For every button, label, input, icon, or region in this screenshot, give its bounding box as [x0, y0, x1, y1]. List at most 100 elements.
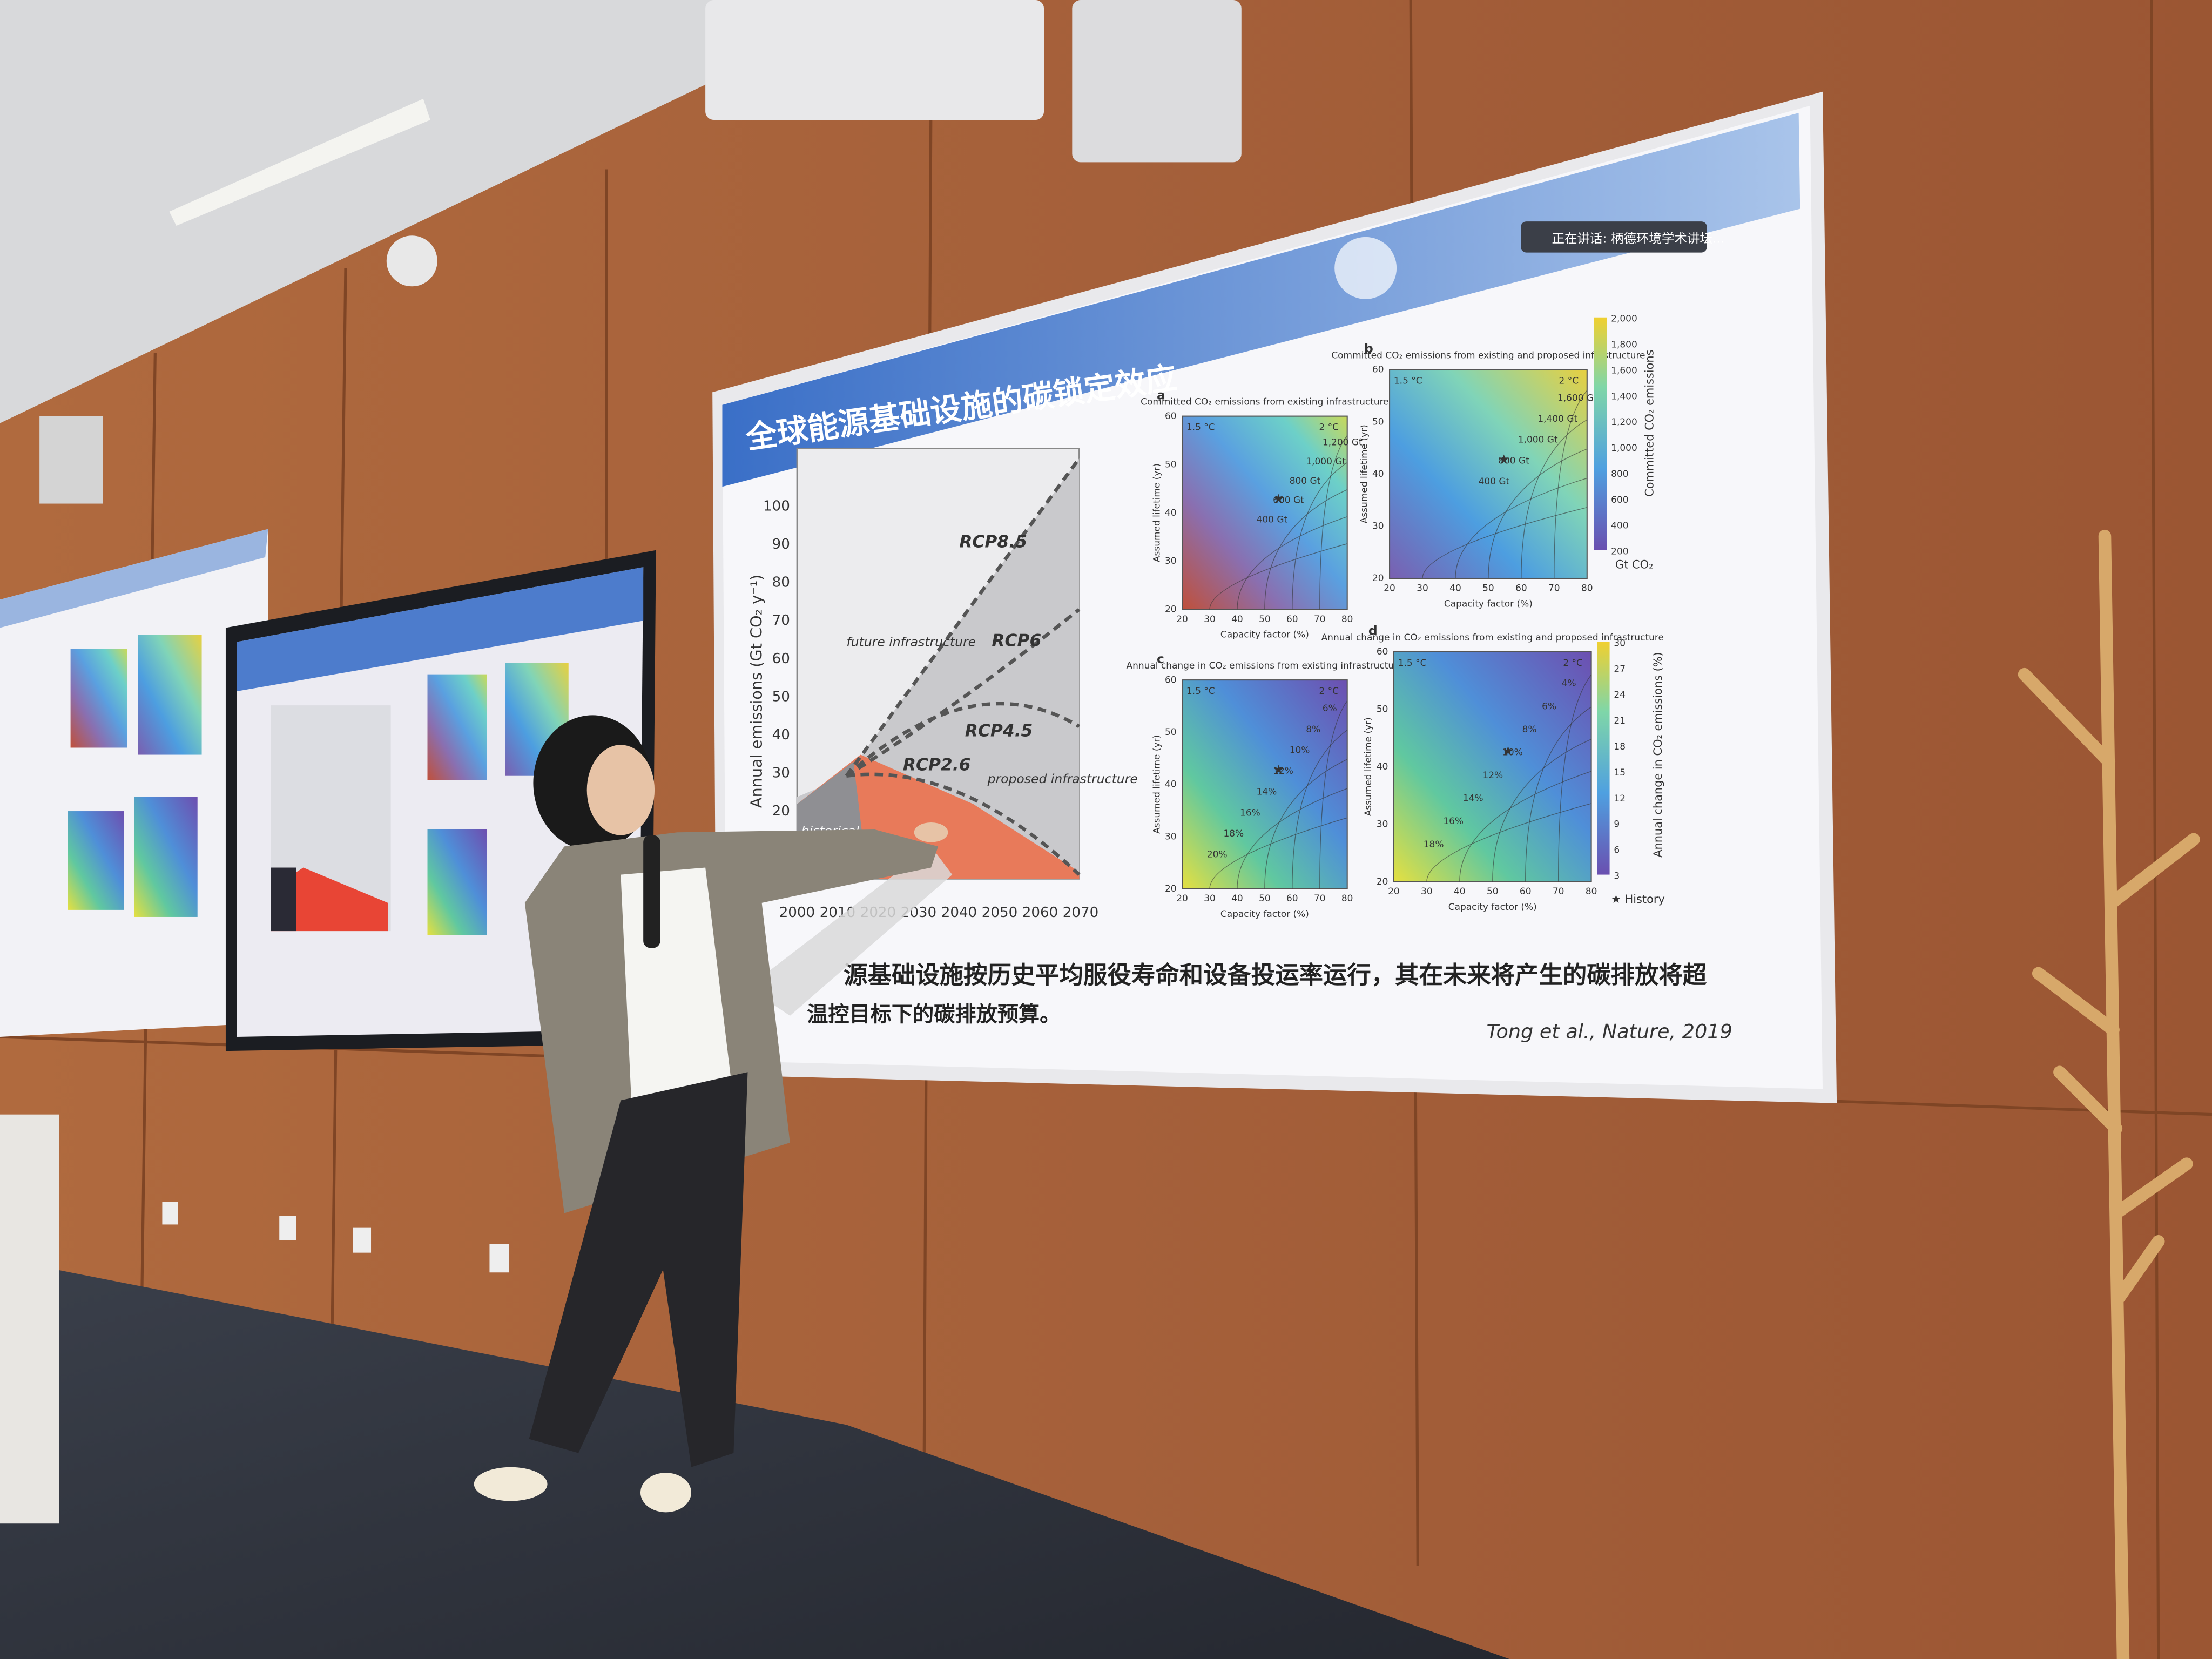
panel-x-tick: 50 [1259, 893, 1271, 904]
x-tick-label: 2060 [1022, 905, 1058, 921]
x-tick-label: 2070 [1063, 905, 1098, 921]
temperature-label: 1.5 °C [1398, 658, 1427, 669]
wall-sockets [162, 1202, 510, 1273]
shoe [640, 1473, 691, 1513]
colorbar-top-ticks: 200 400 600 800 1,000 1,200 1,400 1,600 1,800 2,0… [1611, 314, 1637, 557]
panel-x-tick: 40 [1449, 583, 1461, 594]
colorbar-top-label: Committed CO₂ emissions [1643, 350, 1656, 497]
contour-label: 10% [1290, 745, 1310, 756]
y-tick-label: 100 [763, 498, 790, 515]
contour-label: 16% [1240, 807, 1260, 818]
contour-line [1455, 477, 1587, 579]
colorbar-bottom [1597, 642, 1610, 875]
panel-letter: a [1157, 387, 1165, 402]
carpet-floor [0, 1270, 1510, 1659]
panel-y-tick: 30 [1165, 556, 1177, 567]
decor [2053, 1065, 2123, 1135]
panel-y-tick: 60 [1165, 411, 1177, 422]
panel-y-tick: 30 [1377, 819, 1388, 830]
temperature-label: 1.5 °C [1186, 686, 1215, 697]
panel-x-tick: 20 [1384, 583, 1395, 594]
contour-label: 8% [1522, 724, 1537, 735]
speaker [39, 416, 103, 504]
contour-label: 18% [1424, 839, 1444, 850]
caption-line: 源基础设施按历史平均服役寿命和设备投运率运行，其在未来将产生的碳排放将超 [844, 962, 1707, 989]
history-marker: ★ [1502, 743, 1514, 758]
history-marker: ★ [1273, 491, 1284, 507]
decor [2109, 1157, 2193, 1220]
left-projection-panel [134, 797, 198, 917]
panel-y-tick: 20 [1372, 573, 1384, 584]
tv-panel [427, 830, 487, 935]
contour-label: 10% [1502, 747, 1523, 758]
decor [353, 1227, 372, 1253]
heatmap [1182, 415, 1348, 610]
temperature-label: 2 °C [1559, 376, 1579, 387]
panel-x-tick: 30 [1204, 614, 1216, 625]
projector [705, 0, 1044, 120]
panel-x-tick: 20 [1176, 614, 1188, 625]
colorbar-tick: 27 [1614, 664, 1626, 675]
panel-y-tick: 50 [1165, 727, 1177, 738]
colorbar-tick: 24 [1614, 690, 1626, 700]
decor [2112, 1235, 2165, 1305]
citation: Tong et al., Nature, 2019 [1487, 1020, 1732, 1043]
colorbar-tick: 12 [1614, 793, 1626, 804]
projector-mount [1072, 0, 1242, 163]
microphone [643, 835, 660, 948]
x-tick-label: 2000 [779, 905, 815, 921]
panel-x-tick: 20 [1388, 886, 1400, 897]
tv-chart-area-dark [271, 867, 296, 932]
contour-line [1264, 489, 1347, 610]
tv-panel [427, 674, 487, 780]
region-label: future infrastructure [846, 634, 976, 649]
shoe [474, 1467, 548, 1501]
contour-label: 1,000 Gt [1306, 456, 1346, 467]
panel-y-tick: 60 [1377, 646, 1388, 657]
contour-label: 8% [1306, 724, 1320, 735]
contour-line [1525, 706, 1591, 882]
decor [2098, 529, 2130, 1659]
colorbar-top [1594, 317, 1607, 550]
panel-letter: c [1157, 651, 1164, 666]
contour-label: 6% [1323, 703, 1337, 714]
decor [162, 1202, 178, 1225]
y-tick-label: 70 [772, 612, 790, 629]
panel-title: Committed CO₂ emissions from existing in… [1141, 397, 1389, 408]
contour-line [1292, 462, 1348, 610]
contour-line [1459, 771, 1591, 882]
rcp45-line [845, 702, 1081, 778]
y-ticks: 100 90 80 70 60 50 40 30 20 [763, 498, 790, 819]
contour-line [1426, 803, 1591, 882]
temperature-label: 2 °C [1319, 686, 1339, 697]
panel-x-tick: 30 [1417, 583, 1428, 594]
contour-line [1237, 516, 1347, 610]
colorbar-tick: 1,400 [1611, 391, 1637, 402]
contour-line [1492, 739, 1591, 882]
decor [2105, 833, 2200, 909]
y-tick-label: 90 [772, 536, 790, 552]
colorbar-tick: 1,600 [1611, 365, 1637, 376]
contour-line [1554, 390, 1588, 579]
decor [279, 1216, 296, 1240]
contour-label: 800 Gt [1498, 455, 1529, 466]
scenario-label: RCP4.5 [965, 721, 1033, 741]
panel-x-tick: 30 [1204, 893, 1216, 904]
panel-x-label: Capacity factor (%) [1444, 598, 1533, 609]
decor [2018, 667, 2116, 768]
y-tick-label: 30 [772, 765, 790, 781]
colorbar-tick: 800 [1611, 469, 1628, 480]
legend-text: History [1625, 893, 1665, 906]
panel-x-label: Capacity factor (%) [1448, 902, 1537, 913]
panel-x-tick: 50 [1482, 583, 1494, 594]
rcp6-line [845, 608, 1081, 778]
scenario-label: RCP2.6 [903, 755, 971, 774]
colorbar-tick: 1,200 [1611, 417, 1637, 428]
decor [2032, 967, 2120, 1036]
y-tick-label: 60 [772, 651, 790, 667]
contour-line [1292, 730, 1348, 889]
contour-label: 20% [1207, 849, 1228, 860]
contour-label: 1,200 Gt [1323, 437, 1363, 448]
panel-y-tick: 50 [1372, 416, 1384, 427]
panel-x-tick: 50 [1259, 614, 1271, 625]
